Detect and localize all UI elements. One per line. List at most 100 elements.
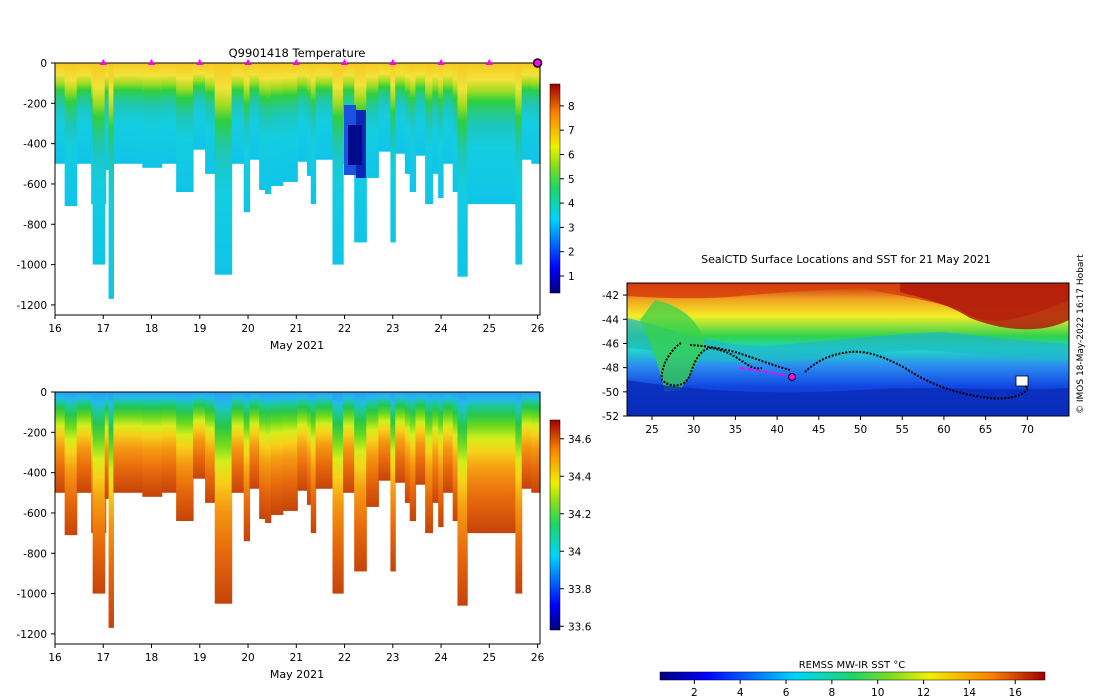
profile-column <box>425 63 433 205</box>
profile-column <box>214 392 233 604</box>
profile-column <box>270 392 284 515</box>
x-tick-label: 22 <box>338 323 351 335</box>
y-tick-label: -800 <box>23 219 47 231</box>
map-x-tick-label: 65 <box>979 424 992 436</box>
x-tick-label: 22 <box>338 652 351 664</box>
temperature-x-ticks: 16 17 18 19 20 21 22 23 24 25 26 <box>48 315 545 335</box>
sst-map-frame <box>626 282 1070 417</box>
sst-warm-east <box>900 283 1069 330</box>
temperature-y-ticks: 0 -200 -400 -600 -800 -1000 -1200 <box>16 58 55 312</box>
surface-marker <box>292 59 300 65</box>
profile-column <box>343 392 355 493</box>
seal-current-location <box>788 373 796 381</box>
x-tick-label: 23 <box>386 652 399 664</box>
profile-column <box>438 392 444 528</box>
y-tick-label: -1000 <box>16 260 47 272</box>
x-tick-label: 16 <box>48 323 62 335</box>
profile-column <box>378 63 391 152</box>
sst-map-x-ticks: 25 30 35 40 45 50 55 60 65 70 <box>645 416 1034 436</box>
map-x-tick-label: 45 <box>812 424 825 436</box>
x-tick-label: 20 <box>241 323 254 335</box>
profile-column <box>64 63 78 207</box>
profile-column <box>332 63 344 265</box>
x-tick-label: 18 <box>145 652 158 664</box>
profile-column <box>142 63 163 168</box>
sst-colorbar-tick-label: 14 <box>963 687 977 699</box>
x-tick-label: 26 <box>531 323 545 335</box>
profile-column <box>108 392 114 628</box>
map-y-tick-label: -52 <box>602 411 619 423</box>
colorbar-tick-label: 8 <box>568 101 575 113</box>
sst-colorbar-label: REMSS MW-IR SST °C <box>799 660 906 671</box>
profile-column <box>55 392 66 493</box>
seal-track-recent <box>739 367 793 378</box>
profile-column <box>531 392 541 493</box>
map-x-tick-label: 30 <box>687 424 700 436</box>
profile-column <box>467 63 483 205</box>
surface-marker <box>196 59 204 65</box>
sst-colorbar <box>659 671 1046 681</box>
profile-column <box>395 63 406 154</box>
y-tick-label: 0 <box>40 58 47 70</box>
surface-marker <box>437 59 445 65</box>
seal-track-outbound <box>689 344 791 371</box>
sst-colorbar-tick-label: 8 <box>829 687 836 699</box>
colorbar-tick-label: 6 <box>568 149 575 161</box>
profile-column <box>92 63 106 265</box>
salinity-colorbar-ticks: 33.6 33.8 34 34.2 34.4 34.6 <box>560 434 592 633</box>
temperature-panel: Q9901418 Temperature 16 17 18 19 20 21 22 23 24 2… <box>16 46 575 352</box>
x-tick-label: 18 <box>145 323 158 335</box>
x-tick-label: 17 <box>97 652 110 664</box>
profile-column <box>297 63 308 162</box>
profile-column <box>297 392 308 491</box>
x-tick-label: 20 <box>241 652 254 664</box>
profile-column <box>264 392 272 524</box>
profile-column <box>366 392 379 507</box>
x-tick-label: 25 <box>483 652 496 664</box>
profile-column <box>438 63 444 199</box>
salinity-y-ticks: 0 -200 -400 -600 -800 -1000 -1200 <box>16 387 55 641</box>
profile-column <box>259 63 266 191</box>
profile-column <box>264 63 272 195</box>
profile-column <box>270 63 284 186</box>
y-tick-label: -1200 <box>16 300 47 312</box>
temperature-cold-anomaly <box>344 105 366 178</box>
profile-column <box>310 392 317 534</box>
profile-column <box>521 63 532 160</box>
profile-column <box>452 392 459 522</box>
profile-column <box>55 63 66 164</box>
profile-column <box>64 392 78 536</box>
profile-column <box>390 392 396 572</box>
x-tick-label: 21 <box>290 652 303 664</box>
profile-column <box>531 63 541 164</box>
profile-column <box>390 63 396 243</box>
sst-front-band <box>627 318 1069 363</box>
salinity-x-label: May 2021 <box>270 668 324 681</box>
profile-column <box>104 63 110 170</box>
salinity-colorbar <box>549 419 561 631</box>
profile-column <box>425 392 433 534</box>
sst-colorbar-group: REMSS MW-IR SST °C 2 4 6 8 10 12 14 16 <box>659 660 1046 699</box>
temperature-colorbar <box>549 83 561 294</box>
y-tick-label: -600 <box>23 508 47 520</box>
colorbar-tick-label: 34.4 <box>568 471 592 483</box>
profile-column <box>409 392 417 522</box>
profile-column <box>515 392 523 594</box>
profile-column <box>306 63 312 176</box>
sst-colorbar-ticks: 2 4 6 8 10 12 14 16 <box>691 680 1022 699</box>
colorbar-tick-label: 33.8 <box>568 584 591 596</box>
salinity-panel: 16 17 18 19 20 21 22 23 24 25 26 0 -200 -400 -600 -800… <box>16 387 591 681</box>
x-tick-label: 19 <box>193 652 206 664</box>
profile-column <box>282 63 298 182</box>
sst-colorbar-tick-label: 16 <box>1009 687 1023 699</box>
salinity-x-ticks: 16 17 18 19 20 21 22 23 24 25 26 <box>48 644 545 664</box>
sst-colorbar-tick-label: 2 <box>691 687 698 699</box>
profile-column <box>443 63 454 164</box>
profile-column <box>76 63 92 164</box>
map-x-tick-label: 60 <box>937 424 950 436</box>
salinity-profile-columns <box>55 392 541 628</box>
x-tick-label: 24 <box>434 323 448 335</box>
x-tick-label: 26 <box>531 652 545 664</box>
island-marker <box>1015 375 1029 387</box>
